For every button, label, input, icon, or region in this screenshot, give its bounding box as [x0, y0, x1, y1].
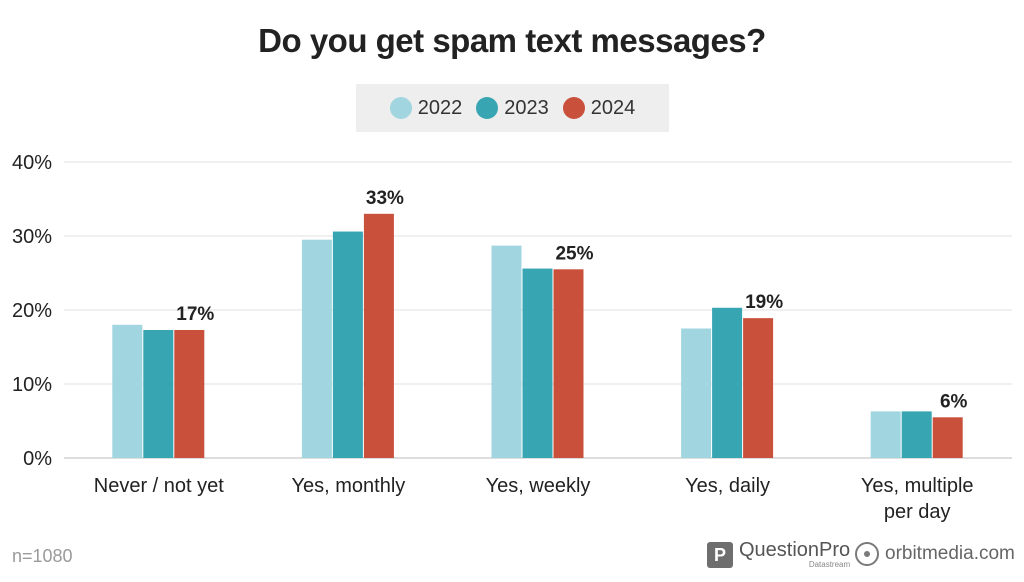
x-tick-label: Yes, multiple per day — [861, 475, 974, 523]
bar-2023-3 — [712, 307, 743, 458]
chart-legend: 2022 2023 2024 — [356, 84, 669, 132]
x-tick-label: Yes, weekly — [486, 475, 591, 497]
bar-2022-0 — [112, 324, 143, 458]
x-tick-label: Never / not yet — [94, 475, 225, 497]
bar-2023-1 — [332, 231, 363, 458]
legend-label-2022: 2022 — [417, 96, 463, 119]
y-tick-label: 40% — [12, 152, 52, 174]
orbit-icon — [855, 542, 879, 566]
legend-item-2024: 2024 — [562, 96, 636, 120]
legend-swatch-2023 — [476, 97, 499, 119]
bar-2023-4 — [901, 411, 932, 458]
x-tick-label: Yes, daily — [685, 475, 770, 497]
bar-2024-1 — [363, 213, 394, 458]
data-label: 25% — [555, 243, 593, 264]
data-label: 6% — [940, 391, 968, 412]
data-label: 19% — [745, 292, 783, 313]
legend-item-2022: 2022 — [389, 96, 463, 120]
x-tick-label: Yes, monthly — [292, 475, 406, 497]
legend-label-2024: 2024 — [590, 96, 636, 119]
chart-title: Do you get spam text messages? — [258, 22, 766, 59]
orbitmedia-logo: orbitmedia.com — [855, 542, 1015, 566]
orbitmedia-name: orbitmedia.com — [885, 543, 1015, 564]
data-label: 33% — [366, 188, 404, 209]
legend-swatch-2022 — [389, 97, 412, 119]
legend-item-2023: 2023 — [476, 97, 549, 120]
questionpro-logo: P QuestionPro Datastream — [707, 540, 850, 569]
questionpro-sub: Datastream — [808, 560, 851, 569]
bar-2024-0 — [174, 329, 205, 458]
bar-2022-4 — [870, 411, 901, 458]
bar-2022-2 — [491, 245, 522, 458]
sample-size-note: n=1080 — [12, 546, 73, 566]
bar-2024-2 — [553, 269, 584, 458]
legend-swatch-2024 — [562, 97, 585, 119]
y-tick-label: 20% — [12, 300, 52, 322]
bar-2022-1 — [301, 239, 332, 458]
questionpro-name: QuestionPro — [739, 539, 851, 561]
y-tick-label: 10% — [12, 374, 52, 396]
y-tick-label: 30% — [12, 226, 52, 248]
y-tick-label: 0% — [23, 448, 52, 470]
bar-2022-3 — [681, 328, 712, 458]
bar-2023-2 — [522, 268, 553, 458]
data-label: 17% — [176, 304, 214, 325]
bar-2023-0 — [143, 329, 174, 458]
bar-2024-3 — [743, 318, 774, 458]
legend-label-2023: 2023 — [504, 96, 549, 119]
questionpro-icon: P — [707, 541, 733, 568]
bar-2024-4 — [932, 417, 963, 458]
